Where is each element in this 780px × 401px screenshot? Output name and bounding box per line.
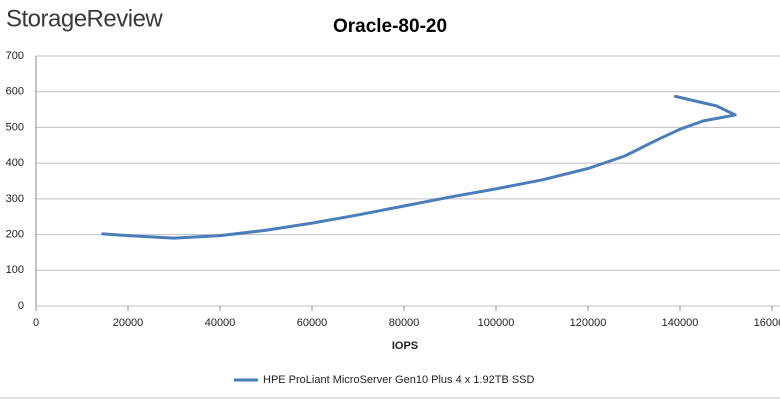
x-tick-label: 80000	[389, 317, 420, 329]
x-tick-label: 120000	[570, 317, 607, 329]
y-tick-label: 0	[18, 300, 24, 312]
y-tick-label: 400	[6, 157, 24, 169]
y-tick-label: 200	[6, 228, 24, 240]
chart-title: Oracle-80-20	[333, 16, 447, 37]
x-tick-label: 60000	[297, 317, 328, 329]
x-tick-label: 100000	[478, 317, 515, 329]
x-tick-label: 20000	[113, 317, 144, 329]
x-tick-label: 40000	[205, 317, 236, 329]
x-tick-label: 140000	[662, 317, 699, 329]
y-tick-label: 700	[6, 50, 24, 62]
y-tick-label: 600	[6, 86, 24, 98]
legend-label: HPE ProLiant MicroServer Gen10 Plus 4 x …	[263, 374, 535, 386]
x-tick-label: 0	[33, 317, 39, 329]
y-tick-label: 500	[6, 121, 24, 133]
y-tick-label: 100	[6, 264, 24, 276]
y-tick-label: 300	[6, 193, 24, 205]
data-line	[101, 94, 737, 240]
brand-logo: StorageReview	[6, 5, 163, 32]
x-tick-label: 160000	[754, 317, 780, 329]
x-axis-label: IOPS	[392, 340, 418, 352]
